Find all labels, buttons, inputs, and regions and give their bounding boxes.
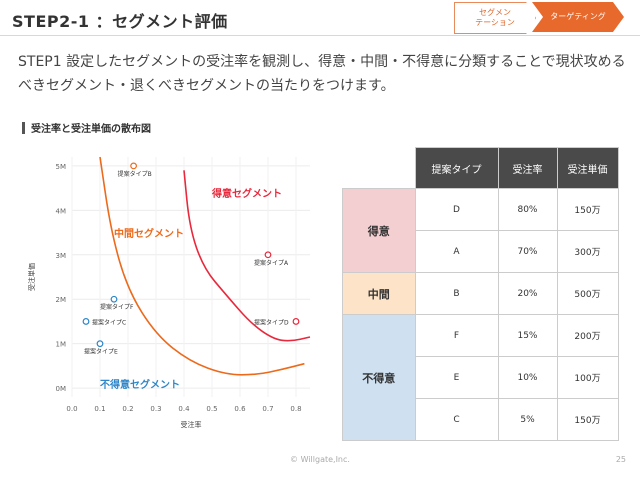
data-point [82, 318, 90, 325]
table-header-row: 提案タイプ 受注率 受注単価 [342, 147, 619, 189]
x-tick-label: 0.8 [290, 405, 301, 413]
table-cell: 150万 [556, 398, 619, 441]
boundary-curve-mid [99, 156, 305, 376]
x-tick-label: 0.5 [206, 405, 217, 413]
data-point-label: 提案タイプA [254, 259, 289, 267]
step-targeting[interactable]: ターゲティング [532, 2, 624, 32]
y-tick-label: 4M [56, 207, 67, 215]
scatter-chart: 0M 1M 2M 3M 4M 5M 0.0 0.1 0.2 0.3 0.4 0.5 0.6 0.7 0.8 受… [27, 156, 311, 429]
x-axis-label: 受注率 [181, 420, 202, 429]
data-point [130, 162, 137, 170]
column-header: 受注率 [497, 147, 558, 189]
page-title: STEP2-1 ：セグメント評価 [12, 12, 228, 31]
table-row: 中間 B 20% 500万 [342, 272, 619, 315]
lead-text: STEP1 設定したセグメントの受注率を観測し、得意・中間・不得意に分類すること… [18, 54, 626, 94]
table-cell: 150万 [556, 188, 619, 231]
y-tick-label: 2M [56, 296, 67, 304]
x-tick-label: 0.4 [178, 405, 190, 413]
table-cell: 20% [497, 272, 558, 315]
zone-label: 中間セグメント [114, 227, 184, 240]
data-point-label: 提案タイプB [118, 170, 152, 178]
zone-label: 不得意セグメント [100, 378, 180, 391]
x-tick-label: 0.7 [262, 405, 273, 413]
table-row: C 5% 150万 [343, 398, 619, 441]
table-cell: D [414, 188, 499, 231]
category-cell: 得意 [342, 188, 416, 273]
data-point [292, 318, 300, 325]
boundary-curve-good [183, 170, 311, 342]
table-row: E 10% 100万 [343, 356, 619, 399]
x-tick-label: 0.3 [150, 405, 161, 413]
table-cell: 5% [497, 398, 558, 441]
category-cell: 不得意 [342, 314, 416, 441]
table-cell: A [414, 230, 499, 273]
x-tick-label: 0.2 [122, 405, 133, 413]
step-targeting-label: ターゲティング [550, 12, 606, 21]
table-cell: B [414, 272, 499, 315]
table-cell: E [414, 356, 499, 399]
y-tick-label: 0M [56, 385, 67, 393]
heading-bar [22, 121, 25, 134]
column-header: 提案タイプ [414, 147, 499, 189]
segment-table: 提案タイプ 受注率 受注単価 得意 D 80% 150万 A 70% 300万 中間 B 20% 500万… [342, 147, 619, 441]
data-point-label: 提案タイプF [100, 303, 134, 311]
y-tick-label: 1M [56, 341, 67, 349]
table-cell: 70% [497, 230, 558, 273]
table-cell: 500万 [556, 272, 619, 315]
data-point-label: 提案タイプC [92, 318, 126, 326]
section-heading: 受注率と受注単価の散布図 [22, 120, 151, 135]
table-cell: 200万 [556, 314, 619, 357]
table-cell: 100万 [556, 356, 619, 399]
data-point [110, 295, 118, 303]
data-point [96, 340, 104, 348]
table-cell: F [414, 314, 499, 357]
column-header: 受注単価 [556, 147, 619, 189]
data-point-label: 提案タイプD [254, 318, 289, 326]
table-cell: 15% [497, 314, 558, 357]
data-point [264, 251, 272, 259]
table-row: 不得意 F 15% 200万 [342, 314, 619, 441]
data-point-label: 提案タイプE [84, 348, 118, 356]
copyright: © Willgate,Inc. [290, 455, 350, 464]
header-divider [0, 35, 640, 36]
table-cell: C [414, 398, 499, 441]
page-number: 25 [615, 455, 626, 464]
table-row: 得意 D 80% 150万 [342, 188, 619, 273]
section-heading-label: 受注率と受注単価の散布図 [31, 124, 151, 135]
x-tick-label: 0.1 [94, 405, 105, 413]
table-cell: 300万 [556, 230, 619, 273]
table-row: A 70% 300万 [343, 230, 619, 273]
x-tick-label: 0.6 [234, 405, 246, 413]
process-steps: セグメン テーション ターゲティング [454, 2, 634, 34]
zone-label: 得意セグメント [211, 187, 282, 200]
y-tick-label: 5M [56, 163, 67, 171]
x-tick-label: 0.0 [66, 405, 77, 413]
step-segmentation[interactable]: セグメン テーション [454, 2, 536, 34]
step-segmentation-label: セグメン テーション [475, 8, 515, 27]
table-corner [342, 147, 415, 189]
table-cell: 80% [497, 188, 558, 231]
y-tick-label: 3M [56, 252, 67, 260]
table-cell: 10% [497, 356, 558, 399]
category-cell: 中間 [342, 272, 416, 315]
y-axis-label: 受注単価 [27, 263, 36, 291]
